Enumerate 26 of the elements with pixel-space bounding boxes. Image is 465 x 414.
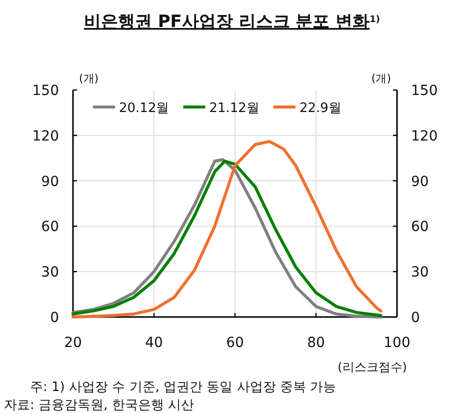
- y2-tick-label: 0: [411, 310, 420, 326]
- y-tick-label: 30: [41, 264, 59, 281]
- y2-tick-label: 120: [411, 128, 438, 144]
- y-tick-label: 90: [41, 174, 59, 190]
- x-tick-label: 80: [307, 335, 325, 351]
- legend-label: 22.9월: [299, 101, 342, 116]
- y2-tick-label: 60: [411, 219, 429, 236]
- y-axis-title: (개): [79, 72, 99, 85]
- y2-tick-label: 90: [411, 174, 429, 190]
- y-tick-label: 0: [50, 310, 59, 326]
- x-tick-label: 20: [64, 335, 82, 351]
- text: 자료: 금융감독원, 한국은행 시산: [4, 398, 194, 413]
- y-tick-label: 120: [32, 128, 59, 144]
- legend-label: 21.12월: [209, 101, 260, 116]
- y2-tick-label: 30: [411, 264, 429, 281]
- x-axis-title: (리스크점수): [338, 360, 407, 374]
- legend-label: 20.12월: [119, 101, 170, 116]
- y-tick-label: 150: [32, 83, 59, 99]
- y2-tick-label: 150: [411, 83, 438, 99]
- chart-title: 비은행권 PF사업장 리스크 분포 변화$^{1)}$: [84, 12, 380, 32]
- text: 주: 1) 사업장 수 기준, 업권간 동일 사업장 중복 가능: [30, 380, 336, 395]
- y2-axis-title: (개): [371, 72, 391, 85]
- x-tick-label: 60: [226, 335, 244, 351]
- y-tick-label: 60: [41, 219, 59, 236]
- x-tick-label: 100: [384, 335, 410, 351]
- x-tick-label: 40: [145, 335, 163, 351]
